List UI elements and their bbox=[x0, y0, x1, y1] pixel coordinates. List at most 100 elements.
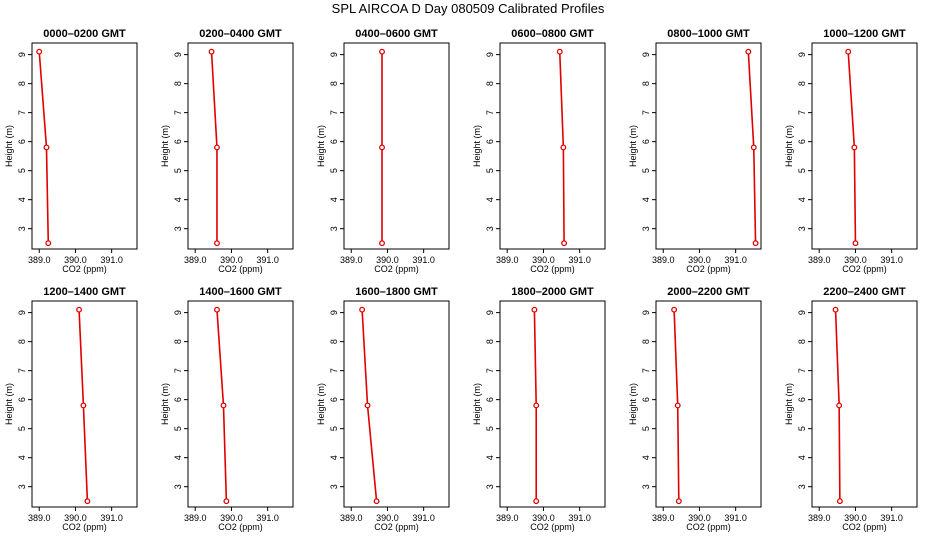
y-tick-label: 8 bbox=[485, 81, 495, 86]
y-axis-label: Height (m) bbox=[160, 383, 170, 425]
chart-panel: 0400–0600 GMT 389.0 390.0 391.0 3 4 5 6 7 8 9 CO2 (… bbox=[316, 28, 450, 274]
x-tick-label: 390.0 bbox=[376, 513, 399, 523]
y-tick-label: 8 bbox=[641, 81, 651, 86]
chart-panel: 1200–1400 GMT 389.0 390.0 391.0 3 4 5 6 7 8 9 CO2 (… bbox=[4, 286, 138, 532]
y-tick-label: 3 bbox=[173, 226, 183, 231]
x-axis-label: CO2 (ppm) bbox=[62, 522, 107, 532]
x-axis-label: CO2 (ppm) bbox=[62, 264, 107, 274]
chart-panel: 1600–1800 GMT 389.0 390.0 391.0 3 4 5 6 7 8 9 CO2 (… bbox=[316, 286, 450, 532]
y-tick-label: 3 bbox=[17, 226, 27, 231]
chart-panel: 0600–0800 GMT 389.0 390.0 391.0 3 4 5 6 7 8 9 CO2 (… bbox=[472, 28, 606, 274]
page-title: SPL AIRCOA D Day 080509 Calibrated Profi… bbox=[331, 1, 605, 16]
panel-title: 0800–1000 GMT bbox=[667, 28, 750, 40]
chart-panel: 0200–0400 GMT 389.0 390.0 391.0 3 4 5 6 7 8 9 CO2 (… bbox=[160, 28, 294, 274]
y-tick-label: 4 bbox=[485, 197, 495, 202]
y-tick-label: 6 bbox=[641, 139, 651, 144]
data-point bbox=[223, 498, 230, 505]
y-tick-label: 5 bbox=[485, 168, 495, 173]
y-axis-label: Height (m) bbox=[316, 383, 326, 425]
chart-panel: 1000–1200 GMT 389.0 390.0 391.0 3 4 5 6 7 8 9 CO2 (… bbox=[784, 28, 918, 274]
data-point bbox=[675, 498, 682, 505]
y-tick-label: 8 bbox=[641, 339, 651, 344]
x-tick-label: 389.0 bbox=[184, 255, 207, 265]
y-tick-label: 9 bbox=[485, 52, 495, 57]
y-tick-label: 5 bbox=[329, 168, 339, 173]
y-tick-label: 5 bbox=[641, 426, 651, 431]
x-tick-label: 391.0 bbox=[568, 513, 591, 523]
plot-frame bbox=[31, 300, 138, 508]
y-tick-label: 8 bbox=[173, 339, 183, 344]
chart-panel: 1800–2000 GMT 389.0 390.0 391.0 3 4 5 6 7 8 9 CO2 (… bbox=[472, 286, 606, 532]
x-tick-label: 390.0 bbox=[64, 255, 87, 265]
data-point bbox=[379, 240, 385, 247]
data-point bbox=[531, 306, 538, 313]
data-point bbox=[364, 402, 371, 409]
plot-frame bbox=[343, 42, 450, 250]
x-tick-label: 391.0 bbox=[724, 255, 747, 265]
x-tick-label: 389.0 bbox=[28, 513, 51, 523]
y-tick-label: 6 bbox=[641, 397, 651, 402]
data-point bbox=[214, 240, 220, 247]
panel-title: 1000–1200 GMT bbox=[823, 28, 906, 40]
y-tick-label: 6 bbox=[797, 139, 807, 144]
x-tick-label: 391.0 bbox=[568, 255, 591, 265]
y-tick-label: 8 bbox=[485, 339, 495, 344]
y-tick-label: 9 bbox=[17, 310, 27, 315]
y-tick-label: 9 bbox=[173, 310, 183, 315]
plot-frame bbox=[811, 42, 918, 250]
x-tick-label: 391.0 bbox=[724, 513, 747, 523]
y-tick-label: 6 bbox=[797, 397, 807, 402]
y-tick-label: 9 bbox=[797, 310, 807, 315]
data-point bbox=[533, 402, 540, 409]
x-tick-label: 391.0 bbox=[100, 513, 123, 523]
data-point bbox=[832, 306, 839, 313]
y-tick-label: 9 bbox=[329, 310, 339, 315]
data-point bbox=[379, 48, 385, 55]
y-tick-label: 6 bbox=[329, 397, 339, 402]
y-tick-label: 9 bbox=[173, 52, 183, 57]
y-tick-label: 9 bbox=[17, 52, 27, 57]
y-tick-label: 6 bbox=[485, 139, 495, 144]
x-axis-label: CO2 (ppm) bbox=[530, 264, 575, 274]
panel-title: 0400–0600 GMT bbox=[355, 28, 438, 40]
y-axis-label: Height (m) bbox=[472, 383, 482, 425]
data-point bbox=[750, 144, 757, 151]
y-tick-label: 8 bbox=[17, 81, 27, 86]
data-point bbox=[36, 48, 43, 55]
plot-frame bbox=[499, 300, 606, 508]
data-point bbox=[745, 48, 752, 55]
data-point bbox=[220, 402, 227, 409]
data-point bbox=[45, 240, 52, 247]
x-tick-label: 390.0 bbox=[220, 513, 243, 523]
y-tick-label: 9 bbox=[641, 310, 651, 315]
data-point bbox=[851, 144, 858, 151]
data-point bbox=[43, 144, 50, 151]
y-axis-label: Height (m) bbox=[784, 125, 794, 167]
x-axis-label: CO2 (ppm) bbox=[842, 264, 887, 274]
panel-title: 1600–1800 GMT bbox=[355, 286, 438, 298]
x-tick-label: 390.0 bbox=[688, 513, 711, 523]
y-tick-label: 4 bbox=[641, 197, 651, 202]
x-tick-label: 389.0 bbox=[184, 513, 207, 523]
chart-panel: 1400–1600 GMT 389.0 390.0 391.0 3 4 5 6 7 8 9 CO2 (… bbox=[160, 286, 294, 532]
plot-frame bbox=[811, 300, 918, 508]
x-tick-label: 390.0 bbox=[532, 255, 555, 265]
data-point bbox=[80, 402, 87, 409]
data-point bbox=[561, 240, 568, 247]
y-tick-label: 3 bbox=[17, 484, 27, 489]
y-tick-label: 6 bbox=[173, 139, 183, 144]
x-axis-label: CO2 (ppm) bbox=[374, 264, 419, 274]
data-point bbox=[752, 240, 759, 247]
data-point bbox=[852, 240, 859, 247]
y-tick-label: 6 bbox=[173, 397, 183, 402]
y-tick-label: 6 bbox=[329, 139, 339, 144]
y-tick-label: 5 bbox=[17, 426, 27, 431]
x-tick-label: 390.0 bbox=[220, 255, 243, 265]
data-point bbox=[76, 306, 83, 313]
y-tick-label: 8 bbox=[329, 81, 339, 86]
y-tick-label: 9 bbox=[641, 52, 651, 57]
y-tick-label: 7 bbox=[797, 110, 807, 115]
x-tick-label: 389.0 bbox=[340, 255, 363, 265]
data-point bbox=[373, 498, 380, 505]
